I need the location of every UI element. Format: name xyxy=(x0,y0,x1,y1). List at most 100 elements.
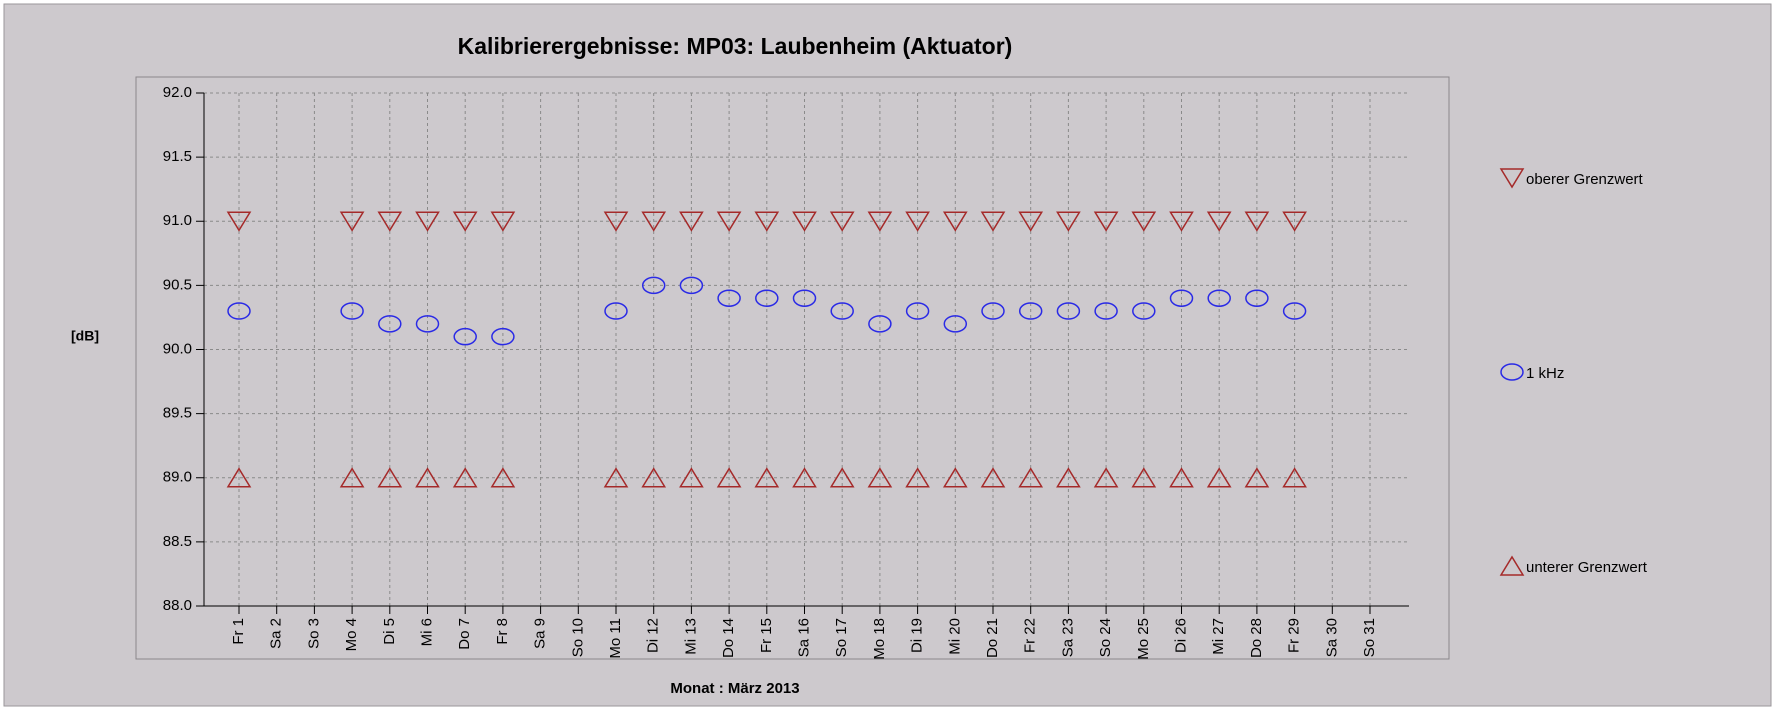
x-tick-label: Mi 27 xyxy=(1210,618,1227,655)
marker xyxy=(980,467,1006,488)
marker xyxy=(716,211,742,232)
marker xyxy=(716,467,742,488)
y-axis-label: [dB] xyxy=(71,328,99,344)
marker xyxy=(1056,211,1081,232)
marker xyxy=(717,289,741,307)
y-tick-label: 88.0 xyxy=(163,597,192,614)
x-tick-label: Di 12 xyxy=(645,618,662,653)
marker xyxy=(340,302,364,320)
marker xyxy=(1094,302,1118,320)
marker xyxy=(867,211,893,232)
marker xyxy=(829,467,855,488)
marker xyxy=(1282,302,1307,320)
x-tick-label: Di 19 xyxy=(909,618,926,653)
y-tick-label: 92.0 xyxy=(163,84,192,101)
marker xyxy=(604,302,628,320)
marker xyxy=(490,211,516,232)
marker xyxy=(830,302,854,320)
x-tick-label: So 3 xyxy=(305,618,322,649)
x-tick-label: Mo 4 xyxy=(343,618,360,651)
marker xyxy=(415,315,440,333)
marker xyxy=(754,211,780,232)
marker xyxy=(452,211,478,232)
x-tick-label: Mo 25 xyxy=(1135,618,1152,660)
x-tick-label: So 24 xyxy=(1097,618,1114,657)
x-tick-label: Do 7 xyxy=(456,618,473,650)
x-tick-label: Fr 29 xyxy=(1286,618,1303,653)
marker xyxy=(453,327,477,346)
x-tick-label: Sa 30 xyxy=(1323,618,1340,657)
marker xyxy=(942,467,968,488)
marker xyxy=(377,211,403,232)
marker xyxy=(905,302,930,320)
marker xyxy=(755,289,779,307)
y-tick-label: 90.0 xyxy=(163,340,192,357)
x-tick-label: Sa 16 xyxy=(795,618,812,657)
x-tick-label: Do 14 xyxy=(720,618,737,658)
marker xyxy=(1056,302,1081,320)
legend-label: 1 kHz xyxy=(1526,365,1564,382)
x-tick-label: Mo 11 xyxy=(607,618,624,659)
marker xyxy=(603,211,629,232)
marker xyxy=(1169,467,1194,488)
marker xyxy=(943,315,968,333)
legend-label: oberer Grenzwert xyxy=(1526,171,1644,188)
y-tick-label: 89.5 xyxy=(163,405,192,422)
marker xyxy=(792,289,817,307)
marker xyxy=(868,315,892,333)
marker xyxy=(679,211,704,232)
marker xyxy=(1056,467,1081,488)
x-tick-label: Mo 18 xyxy=(871,618,888,660)
x-tick-label: Fr 8 xyxy=(494,618,511,645)
marker xyxy=(1093,211,1119,232)
marker xyxy=(1206,467,1232,488)
marker xyxy=(867,467,893,488)
y-tick-label: 89.0 xyxy=(163,469,192,486)
chart-title: Kalibrierergebnisse: MP03: Laubenheim (A… xyxy=(458,33,1013,59)
x-tick-label: Sa 2 xyxy=(268,618,285,649)
marker xyxy=(1018,467,1044,488)
marker xyxy=(491,327,515,346)
marker xyxy=(339,467,365,488)
y-tick-label: 91.5 xyxy=(163,148,192,165)
marker xyxy=(981,302,1005,320)
marker xyxy=(905,467,930,488)
marker xyxy=(754,467,780,488)
marker xyxy=(679,276,704,295)
panel xyxy=(3,3,1772,707)
marker xyxy=(1018,211,1044,232)
y-tick-label: 88.5 xyxy=(163,533,192,550)
x-tick-label: Di 5 xyxy=(381,618,398,645)
marker xyxy=(378,315,402,333)
marker xyxy=(1131,211,1157,232)
marker xyxy=(1282,467,1307,488)
x-tick-label: Do 21 xyxy=(984,618,1001,658)
x-tick-label: Di 26 xyxy=(1172,618,1189,653)
x-tick-label: So 31 xyxy=(1361,618,1378,657)
marker xyxy=(792,211,817,232)
legend-marker xyxy=(1500,363,1524,381)
y-tick-label: 91.0 xyxy=(163,212,192,229)
x-tick-label: Fr 1 xyxy=(230,618,247,645)
x-tick-label: Do 28 xyxy=(1248,618,1265,658)
x-axis-label: Monat : März 2013 xyxy=(670,680,799,697)
x-tick-label: Sa 23 xyxy=(1059,618,1076,657)
legend-label: unterer Grenzwert xyxy=(1526,559,1648,576)
marker xyxy=(641,211,667,232)
marker xyxy=(641,276,666,295)
plot-frame xyxy=(135,76,1450,660)
marker xyxy=(1131,467,1157,488)
marker xyxy=(452,467,478,488)
x-tick-label: Mi 20 xyxy=(946,618,963,655)
marker xyxy=(603,467,629,488)
marker xyxy=(1018,302,1043,320)
marker xyxy=(641,467,667,488)
marker xyxy=(829,211,855,232)
x-tick-label: Sa 9 xyxy=(532,618,549,649)
marker xyxy=(377,467,403,488)
x-tick-label: Fr 22 xyxy=(1022,618,1039,653)
marker xyxy=(339,211,365,232)
x-tick-label: Fr 15 xyxy=(758,618,775,653)
